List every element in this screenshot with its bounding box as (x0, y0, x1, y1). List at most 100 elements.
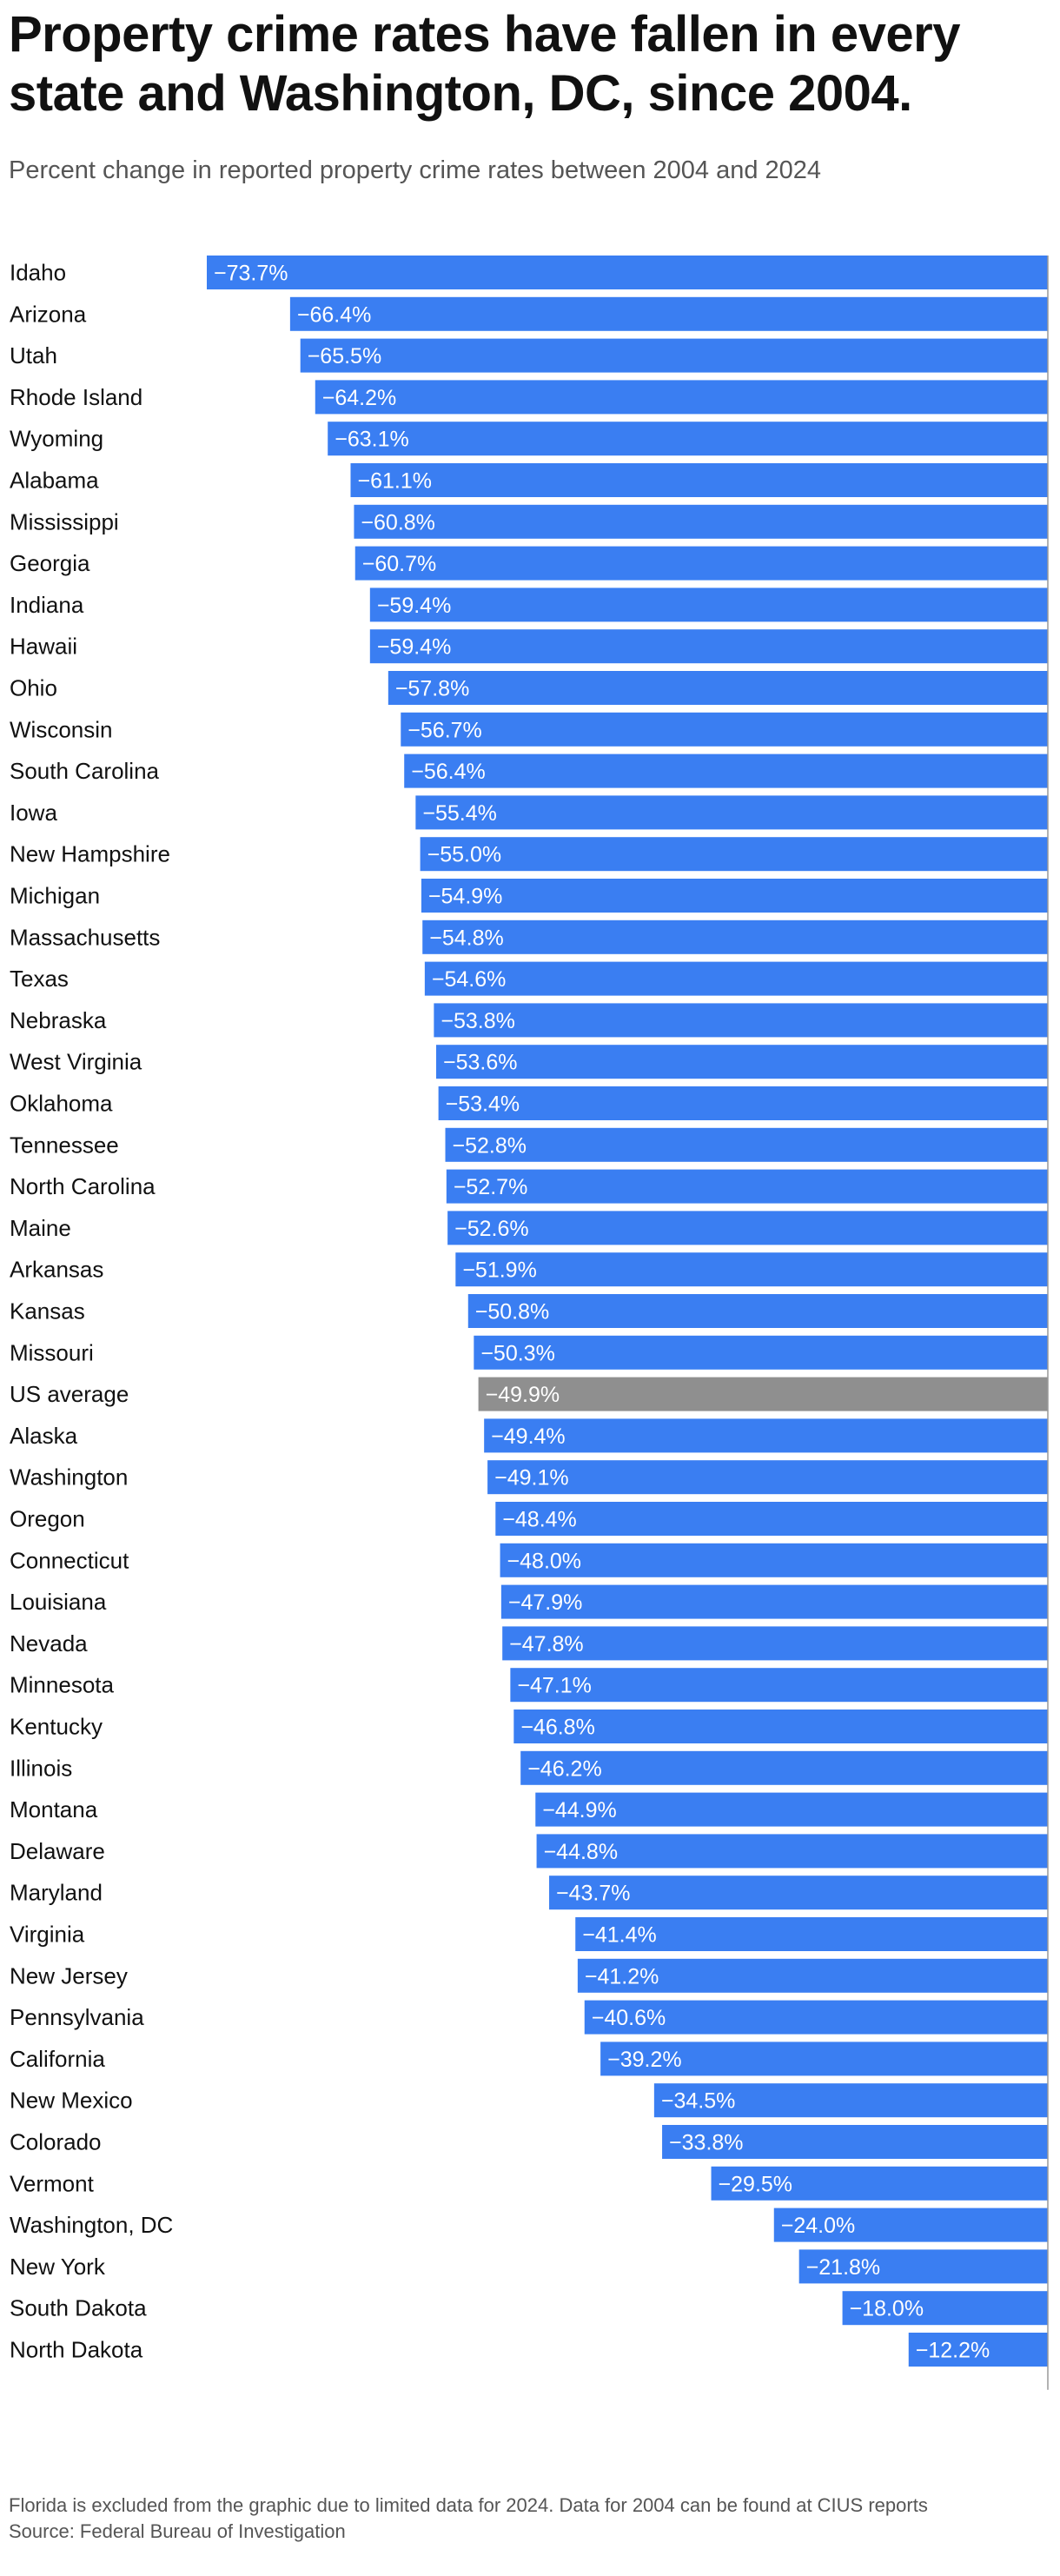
bar-value-label: −56.7% (407, 718, 482, 742)
bar (495, 1502, 1048, 1536)
bar (536, 1834, 1048, 1869)
bar-value-label: −56.4% (411, 760, 486, 784)
bar-value-label: −39.2% (607, 2048, 682, 2072)
bar (487, 1460, 1048, 1495)
category-label: Missouri (10, 1339, 94, 1365)
bar-value-label: −40.6% (592, 2006, 666, 2030)
category-label: Maine (10, 1215, 71, 1241)
bar-value-label: −59.4% (377, 635, 452, 660)
bar-value-label: −54.8% (429, 926, 503, 950)
bar-value-label: −46.2% (527, 1756, 602, 1781)
bar-value-label: −52.8% (453, 1133, 527, 1158)
category-label: Arizona (10, 301, 87, 327)
bar (289, 296, 1048, 331)
bar (600, 2042, 1048, 2076)
category-label: Ohio (10, 675, 57, 701)
bar (434, 1003, 1048, 1038)
bar-value-label: −64.2% (322, 386, 397, 410)
category-label: Maryland (10, 1880, 103, 1906)
bar (388, 671, 1048, 705)
category-label: Connecticut (10, 1547, 129, 1573)
bar (421, 879, 1048, 913)
bar (315, 380, 1048, 415)
bar (577, 1958, 1048, 1993)
category-label: North Carolina (10, 1173, 156, 1199)
bar (401, 712, 1048, 747)
bar (445, 1127, 1048, 1162)
bar (446, 1169, 1048, 1204)
category-label: North Dakota (10, 2337, 143, 2363)
bar (535, 1792, 1048, 1827)
category-label: Wisconsin (10, 716, 112, 742)
bar-value-label: −49.1% (494, 1466, 569, 1490)
category-label: South Dakota (10, 2295, 147, 2321)
bar-value-label: −55.4% (422, 801, 497, 826)
bar-value-label: −43.7% (556, 1882, 631, 1906)
bar (415, 795, 1048, 830)
category-label: Alabama (10, 468, 99, 494)
bar (520, 1750, 1048, 1785)
bar (207, 256, 1048, 289)
bar (653, 2083, 1048, 2118)
category-label: Washington (10, 1464, 128, 1490)
bar (350, 463, 1048, 497)
bar (447, 1211, 1048, 1245)
bar (711, 2166, 1048, 2201)
category-label: Massachusetts (10, 924, 160, 950)
bar-value-label: −53.4% (446, 1092, 520, 1117)
category-label: Vermont (10, 2170, 95, 2196)
category-label: Tennessee (10, 1132, 119, 1158)
category-label: US average (10, 1381, 129, 1407)
bar-value-label: −44.9% (542, 1798, 617, 1822)
category-label: New York (10, 2254, 106, 2280)
bar-value-label: −65.5% (308, 344, 382, 368)
bar (549, 1876, 1048, 1910)
bar-value-label: −47.8% (509, 1632, 584, 1656)
category-label: Rhode Island (10, 384, 142, 410)
category-label: Nevada (10, 1630, 88, 1656)
bar-value-label: −29.5% (719, 2172, 793, 2196)
bar (354, 504, 1048, 539)
bar (328, 422, 1048, 456)
bar (773, 2208, 1048, 2242)
bar (798, 2249, 1048, 2284)
bar-value-label: −33.8% (669, 2131, 744, 2155)
bar-value-label: −47.9% (508, 1590, 583, 1615)
bar (300, 338, 1048, 373)
bar-value-label: −53.6% (443, 1051, 518, 1075)
category-label: Colorado (10, 2129, 102, 2155)
bar (500, 1543, 1048, 1577)
bar-value-label: −48.4% (502, 1508, 577, 1532)
bar (422, 920, 1049, 954)
category-label: Illinois (10, 1755, 72, 1781)
bar-value-label: −50.3% (480, 1341, 555, 1365)
category-label: Washington, DC (10, 2212, 173, 2238)
category-label: South Carolina (10, 758, 160, 784)
bar-value-label: −49.9% (486, 1383, 560, 1407)
bar-value-label: −66.4% (297, 302, 372, 327)
bar (908, 2333, 1048, 2367)
bar (474, 1335, 1048, 1370)
category-label: Arkansas (10, 1257, 103, 1283)
bar (420, 837, 1048, 872)
bar-value-label: −12.2% (916, 2339, 990, 2363)
category-label: Kansas (10, 1298, 85, 1325)
bar (436, 1045, 1048, 1079)
bar-value-label: −34.5% (661, 2089, 736, 2114)
category-label: Idaho (10, 260, 66, 286)
category-label: New Jersey (10, 1962, 128, 1988)
bar-value-label: −41.2% (585, 1964, 659, 1988)
bar-value-label: −54.6% (432, 967, 507, 992)
bar-value-label: −51.9% (462, 1258, 537, 1283)
bar-value-label: −60.7% (362, 552, 437, 576)
bar-value-label: −61.1% (357, 469, 432, 494)
category-label: New Mexico (10, 2088, 133, 2114)
bar (369, 588, 1048, 622)
category-label: Oregon (10, 1506, 85, 1532)
chart-title: Property crime rates have fallen in ever… (9, 6, 960, 122)
bar (424, 961, 1048, 996)
bar-value-label: −59.4% (377, 594, 452, 618)
bar-value-label: −57.8% (395, 677, 470, 701)
bar (484, 1418, 1048, 1453)
chart-subtitle: Percent change in reported property crim… (9, 156, 822, 184)
